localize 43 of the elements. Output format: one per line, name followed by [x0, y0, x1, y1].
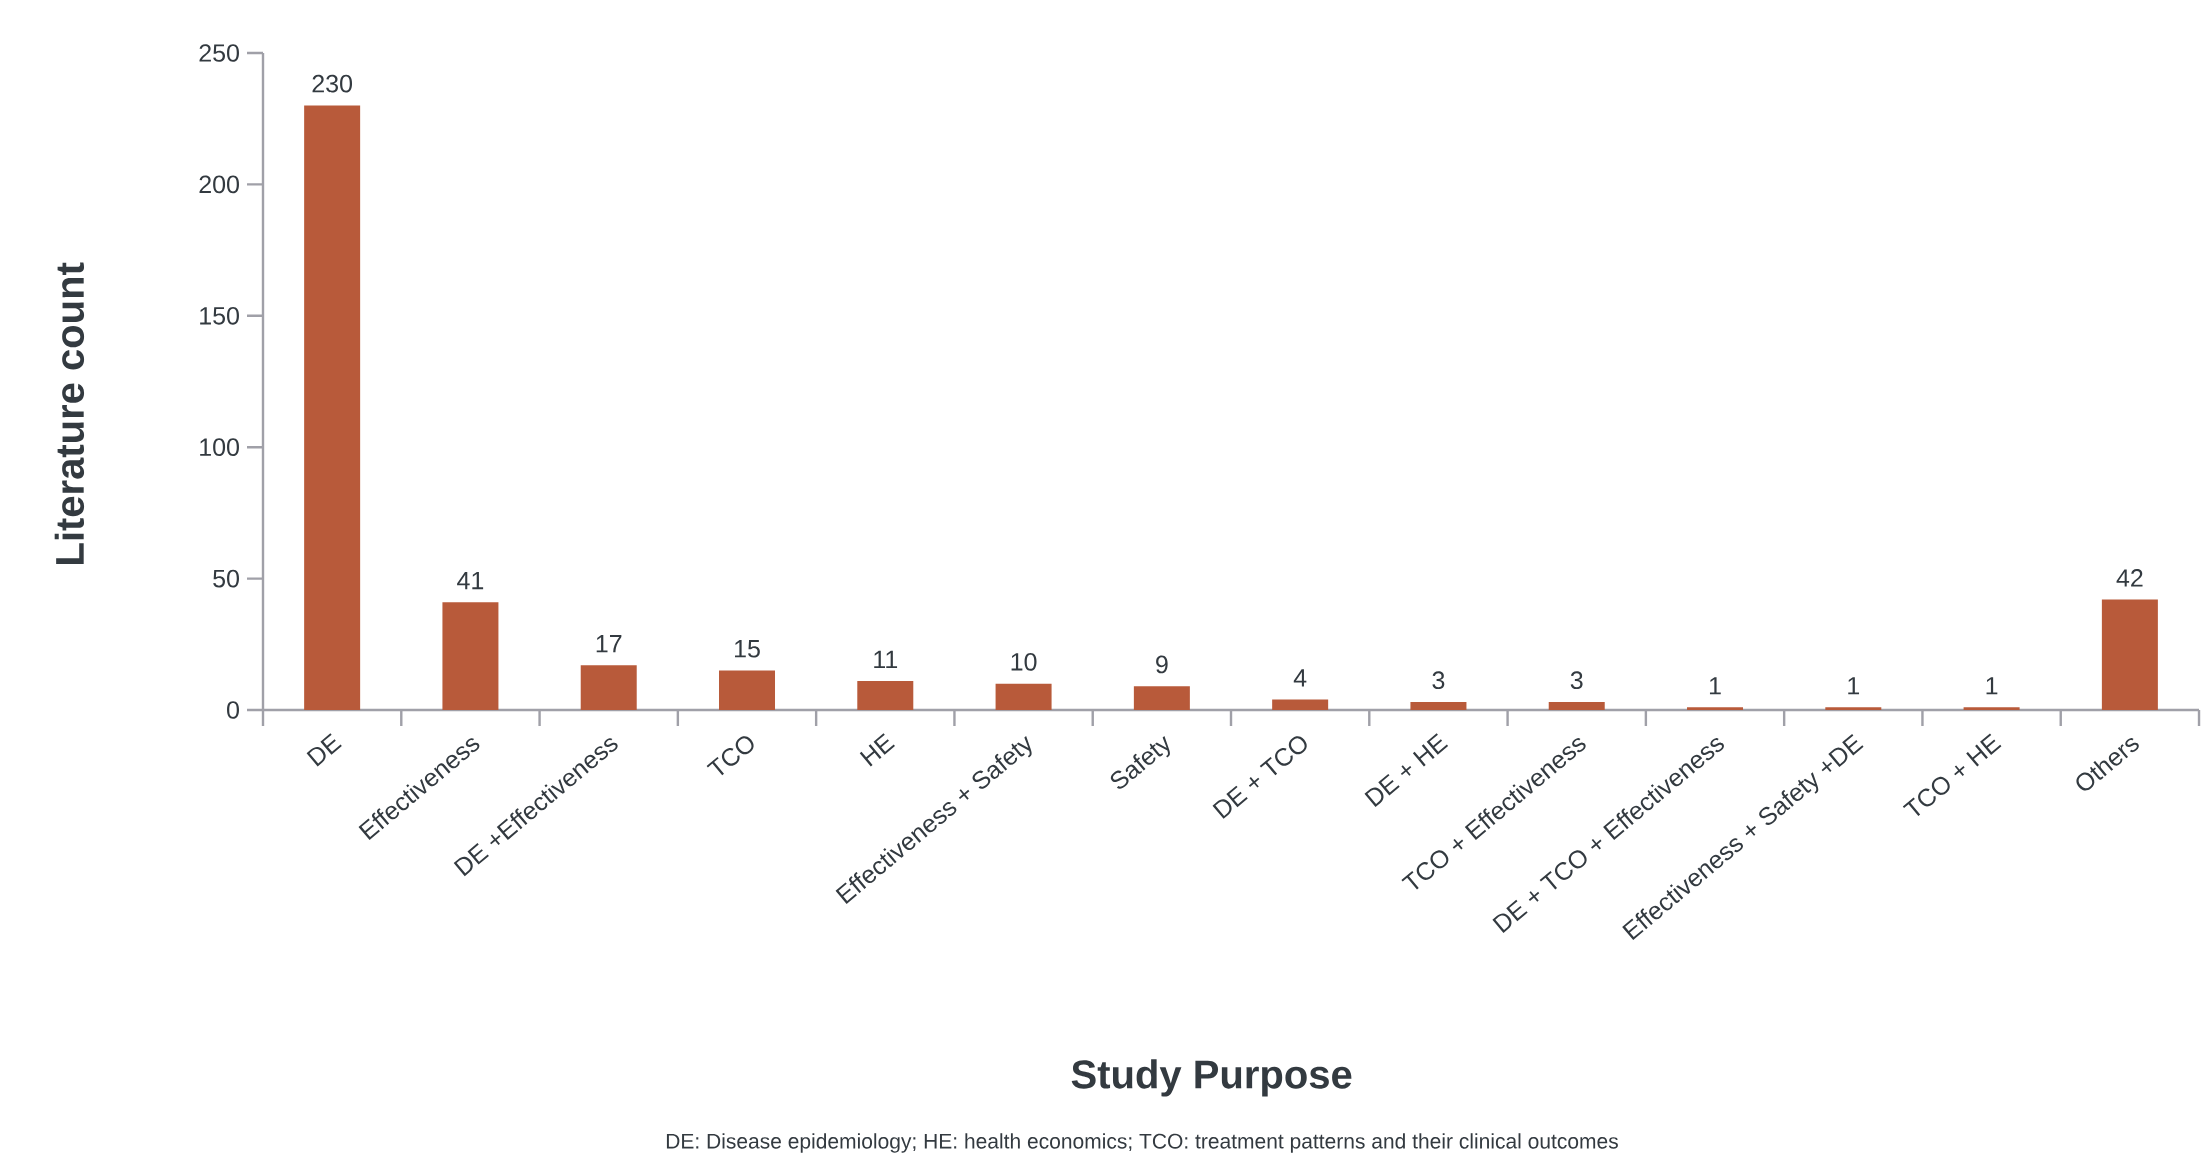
bar [442, 602, 499, 710]
bar [1548, 702, 1605, 710]
data-label: 15 [735, 640, 760, 658]
bar [1825, 707, 1882, 710]
data-label: 1 [1709, 677, 1721, 695]
x-tick-label: DE + TCO [1212, 736, 1307, 819]
data-label: 41 [457, 572, 484, 590]
data-label: 3 [1570, 671, 1583, 690]
data-label: 17 [596, 635, 622, 653]
y-axis-title: Literature count [54, 262, 85, 564]
bar [1133, 686, 1190, 710]
bar [857, 681, 914, 710]
data-label: 9 [1156, 655, 1168, 674]
bar [1687, 707, 1744, 710]
x-tick-label: HE [859, 733, 895, 767]
data-label: 42 [2116, 569, 2143, 587]
data-label: 10 [1011, 652, 1037, 671]
data-label: 3 [1432, 671, 1445, 690]
bar [995, 683, 1052, 710]
data-label: 1 [1848, 677, 1860, 695]
y-tick-label: 200 [199, 175, 239, 194]
x-axis-title: Study Purpose [1071, 1059, 1352, 1097]
text: DE: Disease epidemiology; HE: health economics; TCO: treatment patterns and their clinical outcomes [666, 1133, 1618, 1153]
data-label: 11 [874, 650, 898, 669]
bar [2101, 599, 2158, 710]
y-tick-label: 250 [199, 44, 239, 62]
data-label: 1 [1986, 677, 1998, 695]
x-tick-label: DE [306, 733, 342, 767]
bar [1410, 702, 1467, 710]
bar [580, 665, 637, 710]
x-tick-label: DE + HE [1364, 733, 1449, 808]
y-tick-label: 150 [200, 306, 239, 325]
data-label: 230 [312, 74, 353, 93]
data-label: 4 [1293, 669, 1307, 687]
y-tick-label: 100 [200, 438, 239, 457]
y-tick-label: 50 [213, 569, 239, 588]
y-tick-label: 0 [227, 701, 239, 719]
bar [1963, 707, 2020, 710]
bar [719, 670, 776, 710]
bar [1272, 699, 1329, 710]
bar [304, 105, 361, 710]
x-tick-label: TCO + HE [1902, 733, 2002, 816]
x-tick-label: TCO [706, 736, 754, 776]
